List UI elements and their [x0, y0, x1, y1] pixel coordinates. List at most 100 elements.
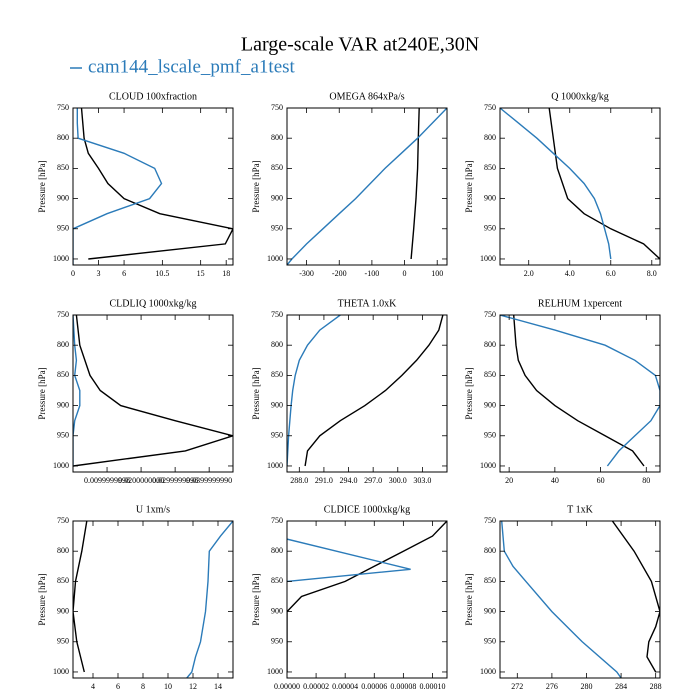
x-tick-label: 10: [164, 682, 172, 691]
profile-line: [186, 521, 233, 678]
x-tick-label: -200: [332, 269, 347, 278]
y-tick-label: 1000: [480, 254, 496, 263]
y-tick-label: 900: [57, 400, 69, 409]
x-tick-label: 80: [642, 476, 650, 485]
profile-line: [304, 315, 444, 467]
y-tick-label: 850: [57, 370, 69, 379]
y-tick-label: 800: [57, 133, 69, 142]
x-tick-label: 303.0: [413, 476, 431, 485]
profile-line: [513, 315, 645, 467]
y-tick-label: 1000: [53, 667, 69, 676]
x-tick-label: 0.00008: [390, 682, 416, 691]
panel-title: CLDLIQ 1000xkg/kg: [110, 298, 197, 309]
y-tick-label: 1000: [267, 667, 283, 676]
plot-frame: [499, 520, 661, 679]
x-tick-label: 0: [403, 269, 407, 278]
panel-title: CLDICE 1000xkg/kg: [324, 504, 410, 515]
y-tick-label: 950: [57, 224, 69, 233]
y-tick-label: 800: [271, 546, 283, 555]
x-tick-label: 288.0: [290, 476, 308, 485]
y-tick-label: 850: [484, 370, 496, 379]
x-tick-label: 100: [431, 269, 443, 278]
profile-line: [501, 521, 622, 678]
y-tick-label: 800: [271, 340, 283, 349]
x-tick-label: 6.0: [606, 269, 616, 278]
plot-frame: [499, 314, 661, 473]
y-tick-label: 900: [484, 193, 496, 202]
panel-title: THETA 1.0xK: [338, 298, 397, 309]
panel-title: CLOUD 100xfraction: [109, 91, 197, 102]
y-axis-label: Pressure [hPa]: [464, 367, 474, 419]
profile-line: [73, 521, 88, 673]
x-tick-label: 0: [71, 269, 75, 278]
x-tick-label: 4: [91, 682, 95, 691]
legend-label: cam144_lscale_pmf_a1test: [88, 56, 296, 77]
y-tick-label: 750: [271, 516, 283, 525]
profile-line: [611, 521, 660, 673]
y-tick-label: 750: [484, 516, 496, 525]
y-tick-label: 850: [271, 370, 283, 379]
x-tick-label: 8: [141, 682, 145, 691]
x-tick-label: 0.0099999998: [84, 476, 130, 485]
x-tick-label: -100: [365, 269, 380, 278]
y-tick-label: 950: [57, 637, 69, 646]
y-tick-label: 900: [484, 400, 496, 409]
y-tick-label: 850: [57, 576, 69, 585]
figure-title: Large-scale VAR at240E,30N: [241, 34, 479, 56]
x-tick-label: 0.0399999990: [186, 476, 232, 485]
plot-frame: [286, 314, 448, 473]
x-tick-label: 0.0299999998: [152, 476, 198, 485]
x-tick-label: 6: [116, 682, 120, 691]
y-tick-label: 750: [484, 310, 496, 319]
x-tick-label: 10.5: [155, 269, 169, 278]
x-tick-label: 0.00000: [274, 682, 300, 691]
profile-line: [410, 108, 420, 260]
y-axis-label: Pressure [hPa]: [251, 573, 261, 625]
x-tick-label: -300: [299, 269, 314, 278]
y-tick-label: 750: [57, 516, 69, 525]
y-tick-label: 850: [484, 576, 496, 585]
x-tick-label: 280: [580, 682, 592, 691]
x-tick-label: 272: [511, 682, 523, 691]
x-tick-label: 284: [615, 682, 627, 691]
y-tick-label: 800: [57, 340, 69, 349]
plot-frame: [286, 107, 448, 266]
profile-line: [287, 315, 341, 467]
y-axis-label: Pressure [hPa]: [37, 367, 47, 419]
x-tick-label: 0.0200000000: [118, 476, 164, 485]
x-tick-label: 276: [546, 682, 558, 691]
x-tick-label: 291.0: [315, 476, 333, 485]
y-tick-label: 800: [271, 133, 283, 142]
y-tick-label: 750: [271, 310, 283, 319]
x-tick-label: 0.00006: [361, 682, 387, 691]
plot-frame: [72, 520, 234, 679]
y-tick-label: 800: [57, 546, 69, 555]
y-tick-label: 950: [484, 431, 496, 440]
y-tick-label: 1000: [53, 461, 69, 470]
y-tick-label: 800: [484, 340, 496, 349]
y-tick-label: 850: [484, 163, 496, 172]
panel-title: T 1xK: [567, 504, 593, 515]
y-tick-label: 850: [271, 576, 283, 585]
plot-frame: [72, 107, 234, 266]
x-tick-label: 40: [551, 476, 559, 485]
y-tick-label: 800: [484, 546, 496, 555]
y-tick-label: 1000: [267, 461, 283, 470]
plot-frame: [72, 314, 234, 473]
panel-title: Q 1000xkg/kg: [551, 91, 609, 102]
x-tick-label: 0.00004: [332, 682, 358, 691]
profile-line: [287, 538, 411, 583]
x-tick-label: 0.00010: [419, 682, 445, 691]
y-tick-label: 1000: [53, 254, 69, 263]
y-axis-label: Pressure [hPa]: [37, 160, 47, 212]
y-tick-label: 1000: [267, 254, 283, 263]
y-tick-label: 750: [484, 103, 496, 112]
y-tick-label: 850: [57, 163, 69, 172]
y-tick-label: 950: [271, 637, 283, 646]
x-tick-label: 18: [222, 269, 230, 278]
plot-frame: [499, 107, 661, 266]
x-tick-label: 297.0: [364, 476, 382, 485]
y-tick-label: 900: [271, 400, 283, 409]
y-tick-label: 900: [57, 606, 69, 615]
y-tick-label: 950: [57, 431, 69, 440]
